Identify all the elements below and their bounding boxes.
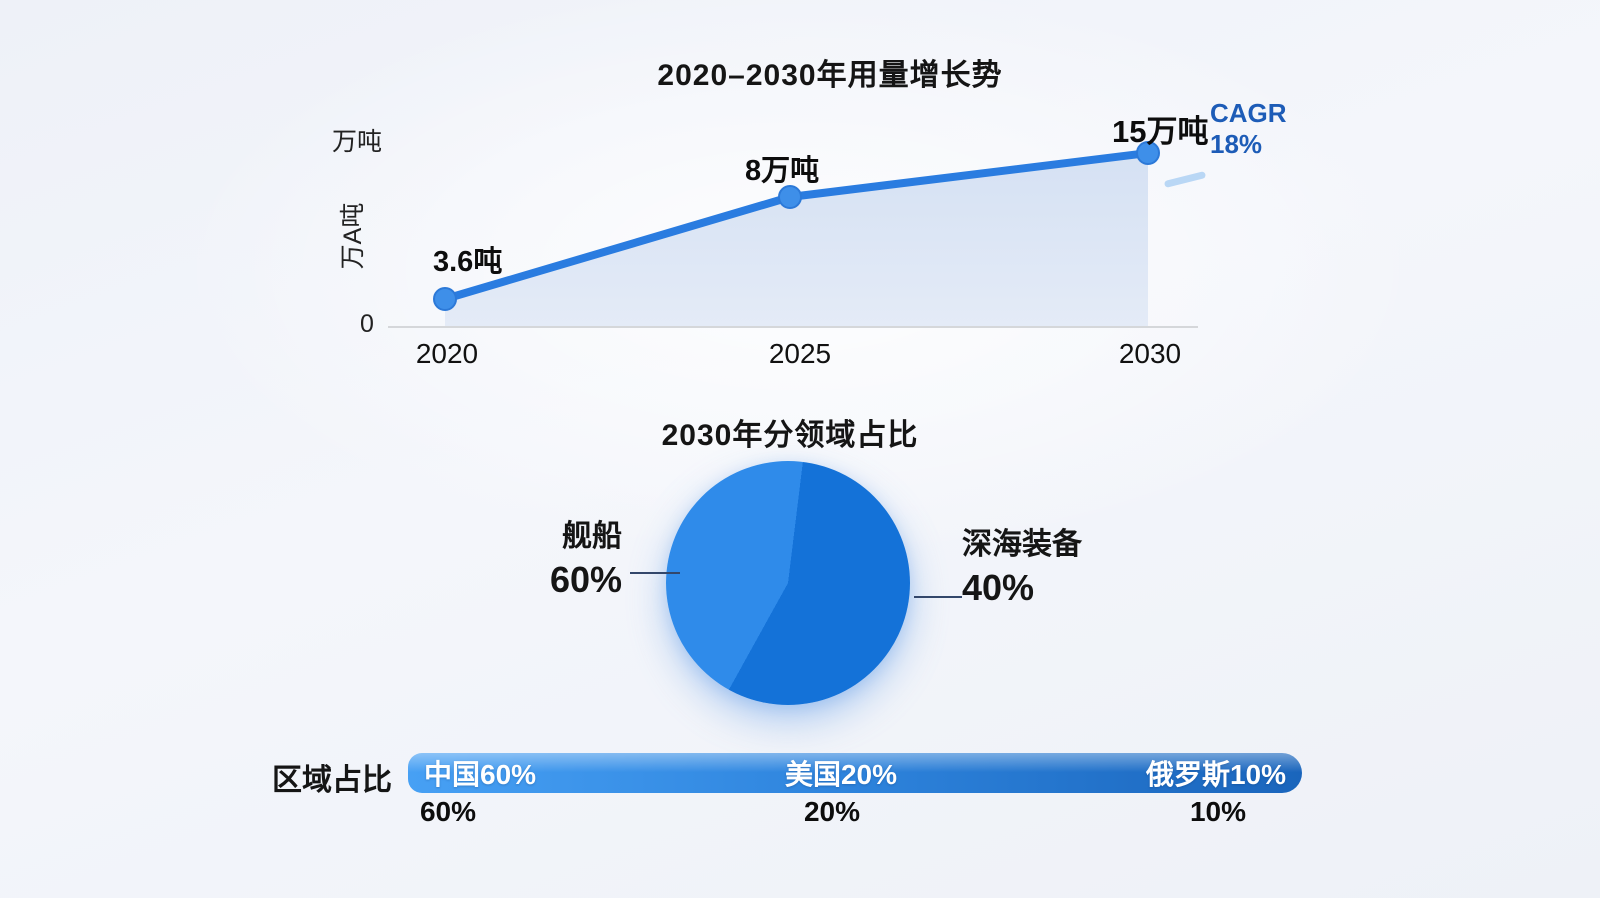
region-segment-china: 中国60% — [424, 759, 537, 790]
region-pct-russia: 10% — [1189, 796, 1247, 827]
x-tick-2030: 2030 — [1118, 338, 1182, 369]
x-tick-2025: 2025 — [768, 338, 832, 369]
line-chart-plot — [388, 141, 1198, 328]
pie-slice-name-ships: 舰船 — [562, 520, 622, 553]
pie-label-deepsea: 深海装备 40% — [962, 525, 1182, 611]
y-axis-zero-tick: 0 — [360, 310, 374, 338]
y-axis-rotated-label: 万A吨 — [339, 202, 367, 270]
line-chart-title: 2020–2030年用量增长势 — [657, 59, 1003, 92]
data-point-2020 — [433, 287, 457, 311]
point-label-2025: 8万吨 — [745, 155, 820, 187]
data-point-2030 — [1136, 141, 1160, 165]
data-point-2025 — [778, 185, 802, 209]
pie-leader-line-right — [914, 596, 962, 598]
cagr-title: CAGR — [1210, 98, 1287, 128]
region-bar-title: 区域占比 — [272, 764, 392, 797]
x-tick-2020: 2020 — [415, 338, 479, 369]
point-label-2030: 15万吨 — [1112, 114, 1209, 149]
line-chart-area-fill — [445, 153, 1148, 327]
region-segment-usa: 美国20% — [784, 759, 898, 790]
pie-slice-pct-ships: 60% — [549, 559, 622, 600]
region-pct-china: 60% — [419, 796, 477, 827]
pie-slice-pct-deepsea: 40% — [962, 567, 1035, 608]
region-pct-usa: 20% — [803, 796, 861, 827]
region-bar: 中国60% 美国20% 俄罗斯10% — [408, 753, 1302, 793]
y-axis-unit-label: 万吨 — [332, 128, 383, 156]
pie-label-ships: 舰船 60% — [440, 517, 622, 603]
pie-chart-title: 2030年分领域占比 — [661, 419, 919, 452]
pie-leader-line-left — [630, 572, 680, 574]
pie-slice-name-deepsea: 深海装备 — [962, 528, 1082, 561]
cagr-annotation: CAGR 18% — [1210, 98, 1287, 160]
point-label-2020: 3.6吨 — [433, 246, 503, 278]
region-segment-russia: 俄罗斯10% — [1145, 759, 1286, 790]
cagr-value: 18% — [1210, 129, 1263, 159]
pie-chart — [666, 461, 910, 705]
